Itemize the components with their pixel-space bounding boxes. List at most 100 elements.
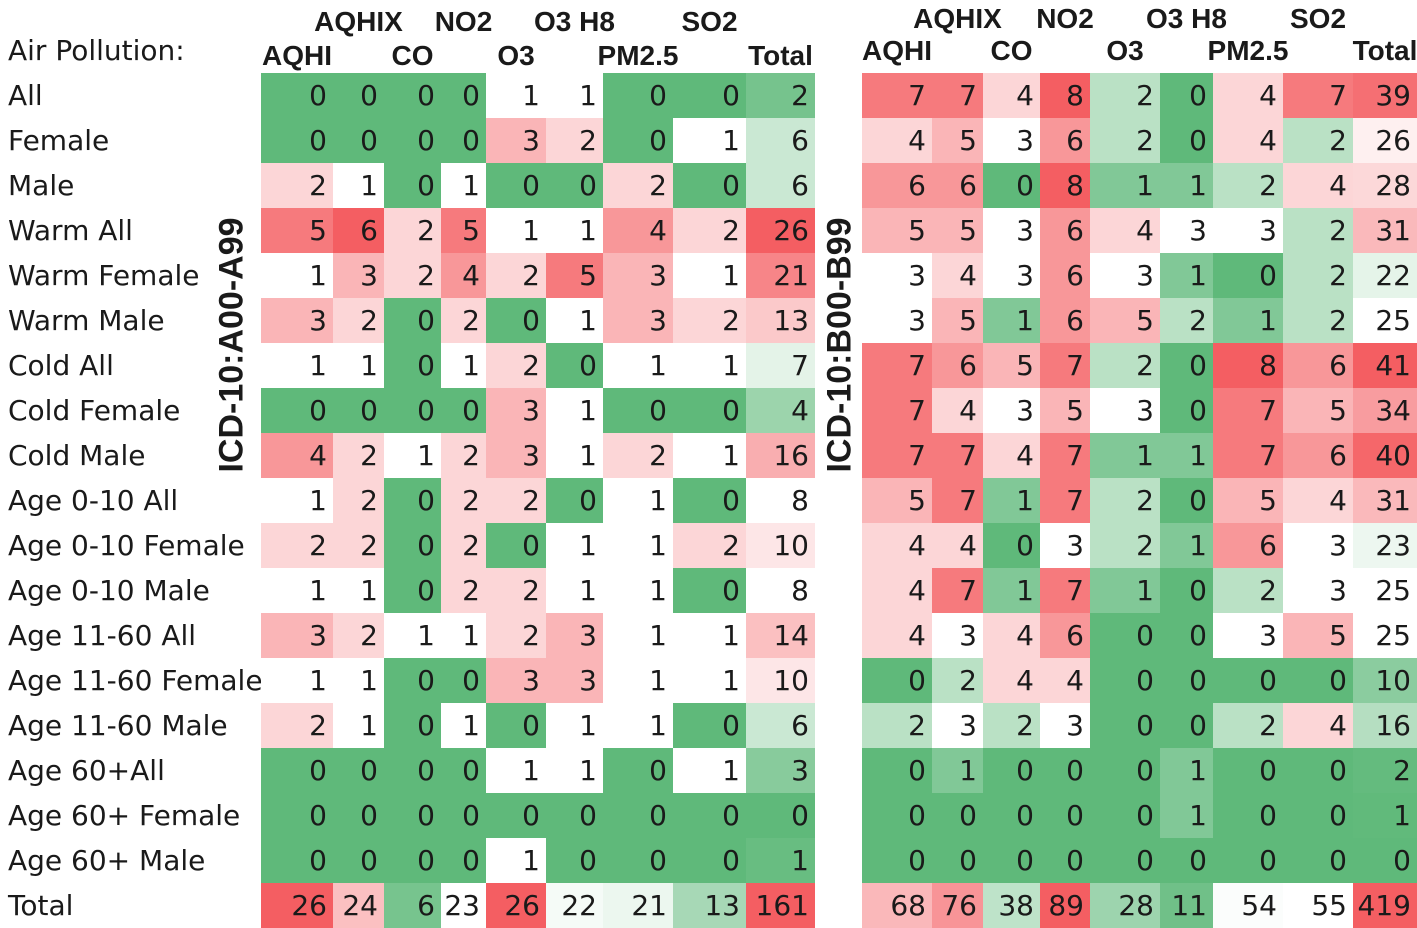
heatmap-cell: 0: [261, 838, 333, 883]
heatmap-cell: 8: [746, 568, 815, 613]
heatmap-cell: 0: [333, 748, 384, 793]
heatmap-cell: 1: [333, 703, 384, 748]
heatmap-cell: 31: [1353, 478, 1417, 523]
right-heatmap-ylabel: ICD-10:B00-B99: [820, 217, 859, 473]
heatmap-cell: 419: [1353, 883, 1417, 928]
heatmap-cell: 4: [1283, 163, 1353, 208]
heatmap-cell: 2: [441, 568, 486, 613]
column-header: CO: [990, 35, 1033, 66]
heatmap-cell: 2: [261, 703, 333, 748]
heatmap-cell: 0: [1160, 343, 1213, 388]
heatmap-cell: 6: [746, 118, 815, 163]
heatmap-cell: 0: [1160, 388, 1213, 433]
heatmap-cell: 0: [384, 568, 441, 613]
heatmap-cell: 1: [261, 253, 333, 298]
heatmap-cell: 3: [932, 613, 983, 658]
heatmap-cell: 1: [603, 568, 673, 613]
heatmap-cell: 7: [862, 433, 932, 478]
heatmap-cell: 2: [1213, 703, 1283, 748]
heatmap-cell: 55: [1283, 883, 1353, 928]
heatmap-cell: 13: [746, 298, 815, 343]
heatmap-cell: 1: [1090, 433, 1160, 478]
heatmap-cell: 3: [486, 388, 546, 433]
heatmap-cell: 6: [862, 163, 932, 208]
heatmap-cell: 4: [1283, 478, 1353, 523]
heatmap-cell: 1: [1160, 523, 1213, 568]
heatmap-cell: 3: [1213, 208, 1283, 253]
heatmap-cell: 4: [1090, 208, 1160, 253]
heatmap-cell: 5: [862, 208, 932, 253]
heatmap-cell: 6: [932, 163, 983, 208]
heatmap-cell: 25: [1353, 613, 1417, 658]
row-label: Cold All: [8, 349, 114, 382]
heatmap-cell: 2: [932, 658, 983, 703]
heatmap-cell: 3: [486, 118, 546, 163]
heatmap-cell: 3: [862, 298, 932, 343]
left-heatmap-ylabel: ICD-10:A00-A99: [212, 217, 251, 473]
heatmap-cell: 2: [983, 703, 1040, 748]
heatmap-cell: 0: [1213, 793, 1283, 838]
heatmap-cell: 0: [603, 73, 673, 118]
heatmap-cell: 0: [261, 748, 333, 793]
heatmap-cell: 2: [1090, 118, 1160, 163]
heatmap-cell: 7: [1213, 433, 1283, 478]
heatmap-cell: 6: [333, 208, 384, 253]
heatmap-cell: 0: [983, 523, 1040, 568]
heatmap-cell: 4: [441, 253, 486, 298]
heatmap-cell: 10: [746, 523, 815, 568]
heatmap-cell: 7: [1213, 388, 1283, 433]
heatmap-cell: 2: [603, 433, 673, 478]
column-header: O3 H8: [1146, 3, 1227, 34]
heatmap-cell: 1: [1353, 793, 1417, 838]
heatmap-cell: 1: [546, 388, 603, 433]
heatmap-cell: 22: [546, 883, 603, 928]
heatmap-cell: 26: [486, 883, 546, 928]
column-header: Total: [1352, 35, 1417, 66]
heatmap-cell: 2: [1213, 163, 1283, 208]
heatmap-cell: 1: [333, 658, 384, 703]
heatmap-cell: 3: [603, 253, 673, 298]
heatmap-cell: 0: [1353, 838, 1417, 883]
heatmap-cell: 1: [384, 613, 441, 658]
heatmap-cell: 1: [441, 343, 486, 388]
heatmap-cell: 5: [983, 343, 1040, 388]
heatmap-cell: 3: [1283, 568, 1353, 613]
column-header: AQHI: [862, 35, 932, 66]
heatmap-cell: 1: [983, 298, 1040, 343]
heatmap-cell: 2: [673, 298, 746, 343]
heatmap-cell: 2: [546, 118, 603, 163]
heatmap-cell: 0: [384, 748, 441, 793]
column-header: AQHIX: [913, 3, 1002, 34]
heatmap-cell: 0: [603, 748, 673, 793]
heatmap-cell: 31: [1353, 208, 1417, 253]
heatmap-cell: 6: [1040, 118, 1090, 163]
heatmap-cell: 23: [1353, 523, 1417, 568]
heatmap-cell: 3: [1283, 523, 1353, 568]
heatmap-cell: 0: [1090, 838, 1160, 883]
heatmap-cell: 1: [603, 523, 673, 568]
heatmap-cell: 0: [862, 793, 932, 838]
heatmap-cell: 21: [746, 253, 815, 298]
heatmap-cell: 3: [603, 298, 673, 343]
row-label: Total: [8, 889, 74, 922]
heatmap-cell: 76: [932, 883, 983, 928]
heatmap-cell: 1: [546, 568, 603, 613]
heatmap-cell: 0: [1213, 253, 1283, 298]
heatmap-cell: 1: [673, 118, 746, 163]
heatmap-cell: 7: [932, 568, 983, 613]
heatmap-cell: 0: [1090, 613, 1160, 658]
heatmap-cell: 1: [486, 73, 546, 118]
heatmap-cell: 28: [1353, 163, 1417, 208]
heatmap-cell: 0: [486, 523, 546, 568]
heatmap-cell: 5: [932, 298, 983, 343]
heatmap-cell: 4: [603, 208, 673, 253]
heatmap-cell: 2: [384, 208, 441, 253]
heatmap-cell: 161: [746, 883, 815, 928]
heatmap-cell: 0: [862, 658, 932, 703]
heatmap-cell: 2: [486, 478, 546, 523]
heatmap-cell: 0: [1040, 793, 1090, 838]
heatmap-cell: 4: [932, 523, 983, 568]
heatmap-cell: 3: [1090, 253, 1160, 298]
heatmap-cell: 11: [1160, 883, 1213, 928]
heatmap-cell: 7: [862, 343, 932, 388]
